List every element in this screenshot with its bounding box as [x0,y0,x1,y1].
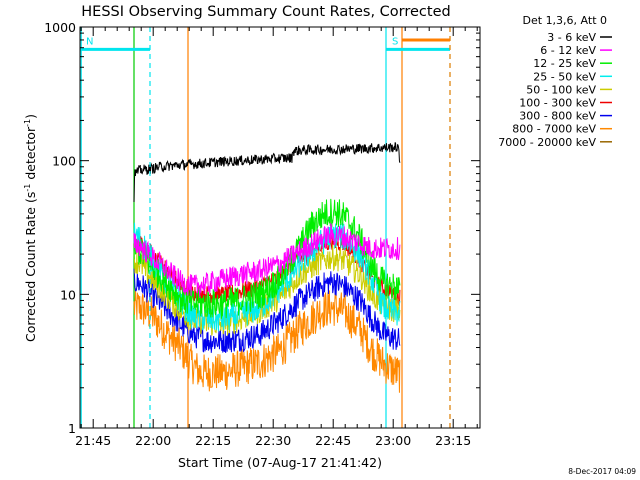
series-line [133,288,401,393]
x-tick-label: 23:00 [375,433,411,448]
legend-label: 300 - 800 keV [519,110,596,123]
x-tick-label: 21:45 [75,433,111,448]
footer-date: 8-Dec-2017 04:09 [568,467,636,476]
y-tick-label: 1000 [44,20,76,35]
series-line [133,244,401,336]
legend-label: 6 - 12 keV [540,44,596,57]
y-axis-label-sup1: -1 [23,184,32,192]
x-tick-label: 23:15 [435,433,471,448]
legend-label: 12 - 25 keV [533,57,596,70]
legend-label: 3 - 6 keV [547,31,596,44]
legend-label: 25 - 50 keV [533,70,596,83]
series-line [133,222,401,332]
x-tick-label: 22:45 [315,433,351,448]
series-line [133,142,401,203]
legend-label: 50 - 100 keV [526,83,596,96]
x-tick-label: 22:30 [255,433,291,448]
legend-header: Det 1,3,6, Att 0 [523,14,607,27]
series-layer [133,142,401,393]
legend-label: 100 - 300 keV [519,97,596,110]
x-tick-label: 22:00 [135,433,171,448]
plot-frame [79,26,481,429]
legend-label: 800 - 7000 keV [512,123,596,136]
flag-label: S [392,36,398,47]
y-axis-label-sup2: -1 [23,119,32,127]
x-tick-label: 22:15 [195,433,231,448]
legend-label: 7000 - 20000 keV [498,136,596,149]
vertical-markers [80,27,403,428]
y-axis-label-close: ) [23,114,38,119]
y-axis: 1 10 100 1000 [44,20,480,436]
x-axis-label: Start Time (07-Aug-17 21:41:42) [178,455,382,470]
y-axis-label-mid: detector [23,126,38,184]
series-line [133,222,401,297]
y-axis-label-main: Corrected Count Rate (s [23,192,38,342]
x-axis: 21:45 22:00 22:15 22:30 22:45 23:00 23:15 [75,27,478,448]
flag-label: N [86,36,93,47]
chart-title: HESSI Observing Summary Count Rates, Cor… [81,4,450,20]
y-tick-label: 1 [68,421,76,436]
y-axis-label: Corrected Count Rate (s-1 detector-1) [23,114,38,342]
y-tick-label: 100 [52,154,76,169]
y-tick-label: 10 [60,287,76,302]
